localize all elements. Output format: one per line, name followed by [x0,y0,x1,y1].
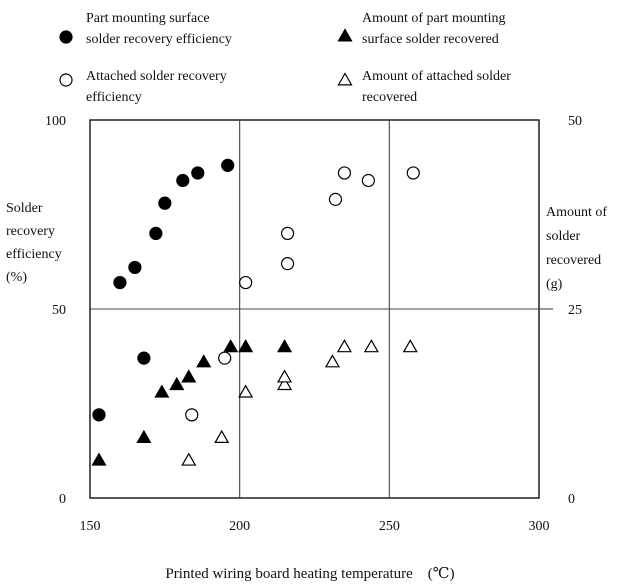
legend-label: Amount of attached solder [362,69,511,84]
data-point-open-circle [218,351,232,365]
y-axis-label-left: Solder recovery efficiency (%) [6,201,62,285]
legend-label: Amount of part mounting [362,11,506,26]
legend-marker-filled-triangle [337,28,353,42]
y-left-tick-label: 100 [45,114,66,129]
data-point-open-circle [185,408,199,422]
data-point-filled-triangle [136,429,152,443]
data-point-filled-circle [113,275,127,290]
data-point-filled-circle [137,351,151,365]
y-right-tick-label: 0 [568,492,575,507]
legend-label: Part mounting surface [86,11,210,26]
legend-label: recovered [362,90,417,105]
y-label-right-line: recovered [546,253,601,268]
data-point-open-triangle [402,339,418,353]
legend-marker-open-circle [59,73,73,87]
data-point-filled-triangle [181,369,197,383]
data-point-filled-circle [149,226,163,240]
legend-marker-filled-circle [59,30,73,44]
data-point-filled-circle [158,196,172,210]
y-left-tick-labels: 0 50 100 [45,114,66,507]
data-point-filled-circle [92,408,106,422]
y-label-right-line: solder [546,229,581,244]
data-point-filled-triangle [91,452,107,466]
data-point-filled-circle [191,166,205,180]
data-point-filled-circle [221,158,235,172]
data-point-filled-circle [128,260,142,275]
y-label-right-line: Amount of [546,205,607,220]
data-point-filled-triangle [238,339,254,353]
y-right-tick-label: 50 [568,114,582,129]
y-label-left-line: (%) [6,270,27,285]
data-point-filled-triangle [154,384,170,398]
y-right-tick-label: 25 [568,303,582,318]
y-axis-label-right: Amount of solder recovered (g) [546,205,607,292]
data-point-open-circle [406,166,420,180]
y-label-left-line: efficiency [6,247,62,262]
data-point-open-triangle [336,339,352,353]
x-tick-label: 250 [379,519,400,534]
x-tick-label: 200 [229,519,250,534]
data-point-open-circle [280,257,295,271]
data-point-open-circle [337,166,352,180]
data-point-open-triangle [214,429,230,443]
x-tick-labels: 150 200 250 300 [80,519,550,534]
data-point-filled-triangle [196,354,212,368]
grid [90,120,553,498]
legend: Part mounting surface solder recovery eff… [59,11,511,105]
x-axis-label: Printed wiring board heating temperature… [165,566,454,582]
x-tick-label: 300 [529,519,550,534]
legend-label: Attached solder recovery [86,69,227,84]
y-label-left-line: recovery [6,224,55,239]
data-point-open-circle [328,192,343,206]
data-point-open-triangle [277,376,293,391]
y-left-tick-label: 50 [52,303,66,318]
data-point-open-circle [280,226,295,240]
data-points [91,158,420,466]
y-left-tick-label: 0 [59,492,66,507]
legend-label: efficiency [86,90,142,105]
data-point-open-triangle [324,354,340,368]
x-tick-label: 150 [80,519,101,534]
data-point-open-triangle [277,369,293,383]
data-point-open-triangle [238,384,254,398]
y-label-right-line: (g) [546,277,563,292]
data-point-filled-triangle [169,376,185,391]
data-point-filled-circle [176,173,190,188]
legend-label: surface solder recovered [362,32,499,47]
data-point-open-circle [361,173,375,188]
data-point-open-circle [239,275,253,290]
legend-marker-open-triangle [337,72,353,86]
data-point-open-triangle [181,452,197,466]
data-point-filled-triangle [277,339,293,353]
y-right-tick-labels: 0 25 50 [568,114,582,507]
legend-label: solder recovery efficiency [86,32,232,47]
data-point-filled-triangle [223,339,239,353]
data-point-open-triangle [363,339,379,353]
y-label-left-line: Solder [6,201,43,216]
